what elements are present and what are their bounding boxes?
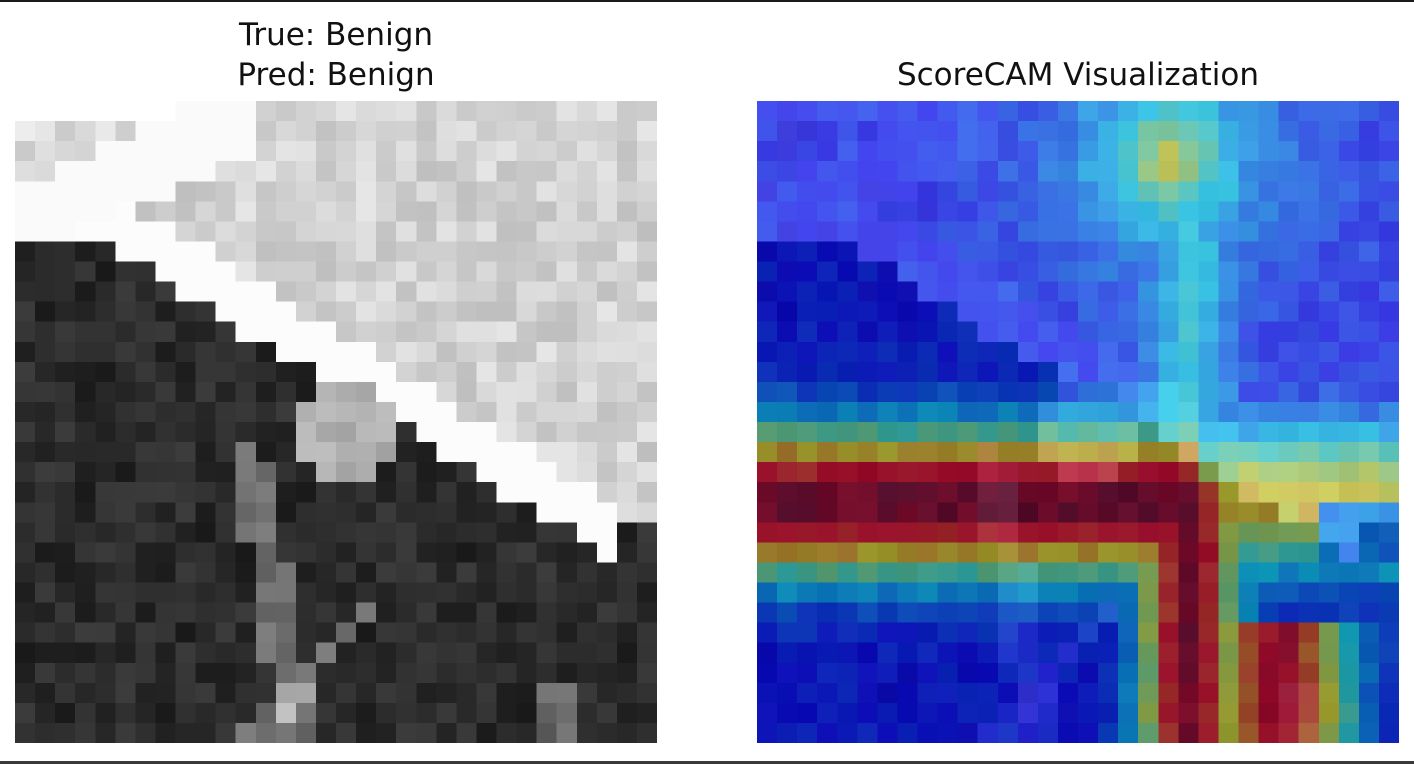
right-panel-title: ScoreCAM Visualization [778,55,1378,95]
left-panel-title: True: Benign Pred: Benign [136,15,536,95]
scorecam-title: ScoreCAM Visualization [896,57,1260,93]
mammogram-patch-image [15,101,657,743]
figure-border-bottom [0,761,1414,764]
pred-label: Pred: Benign [237,57,435,93]
scorecam-heatmap-image [757,101,1399,743]
true-label: True: Benign [238,17,434,53]
figure-border-top [0,0,1414,2]
